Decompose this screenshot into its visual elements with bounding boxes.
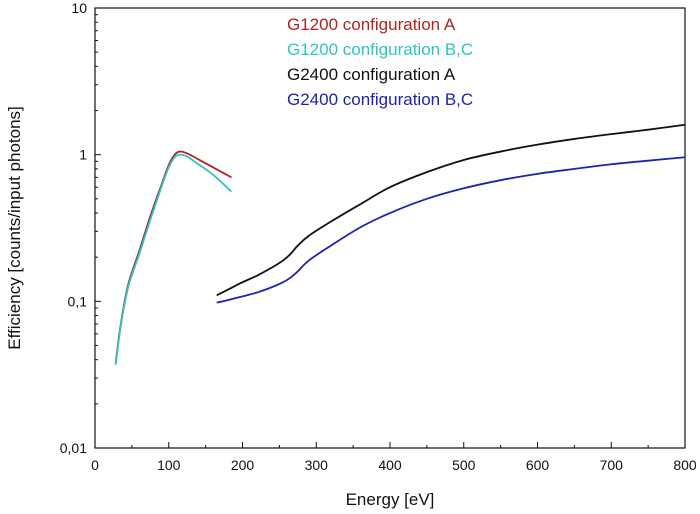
x-tick-label: 500 bbox=[452, 457, 476, 473]
y-tick-label: 0,1 bbox=[68, 293, 88, 309]
legend: G1200 configuration A G1200 configuration… bbox=[287, 15, 473, 109]
x-tick-label: 200 bbox=[231, 457, 255, 473]
y-axis-title: Efficiency [counts/input photons] bbox=[5, 106, 24, 350]
x-tick-label: 0 bbox=[91, 457, 99, 473]
legend-entry-1: G1200 configuration A bbox=[287, 15, 456, 34]
x-axis-title: Energy [eV] bbox=[346, 490, 435, 509]
series-lines bbox=[114, 123, 686, 365]
legend-entry-3: G2400 configuration A bbox=[287, 65, 456, 84]
x-axis-ticks: 0 100 200 300 400 500 600 700 800 bbox=[91, 442, 697, 473]
legend-entry-4: G2400 configuration B,C bbox=[287, 90, 473, 109]
legend-entry-2: G1200 configuration B,C bbox=[287, 40, 473, 59]
series-line-1 bbox=[114, 150, 232, 364]
y-tick-label: 1 bbox=[79, 147, 87, 163]
y-axis-ticks: 0,01 0,1 1 10 bbox=[60, 0, 101, 456]
series-line-4 bbox=[216, 156, 686, 304]
series-line-3 bbox=[216, 123, 686, 297]
x-tick-label: 100 bbox=[157, 457, 181, 473]
x-tick-label: 700 bbox=[600, 457, 624, 473]
x-tick-label: 800 bbox=[673, 457, 697, 473]
x-tick-label: 400 bbox=[378, 457, 402, 473]
y-tick-label: 0,01 bbox=[60, 440, 87, 456]
x-tick-label: 600 bbox=[526, 457, 550, 473]
x-tick-label: 300 bbox=[305, 457, 329, 473]
series-line-2 bbox=[114, 153, 233, 365]
y-tick-label: 10 bbox=[71, 0, 87, 16]
